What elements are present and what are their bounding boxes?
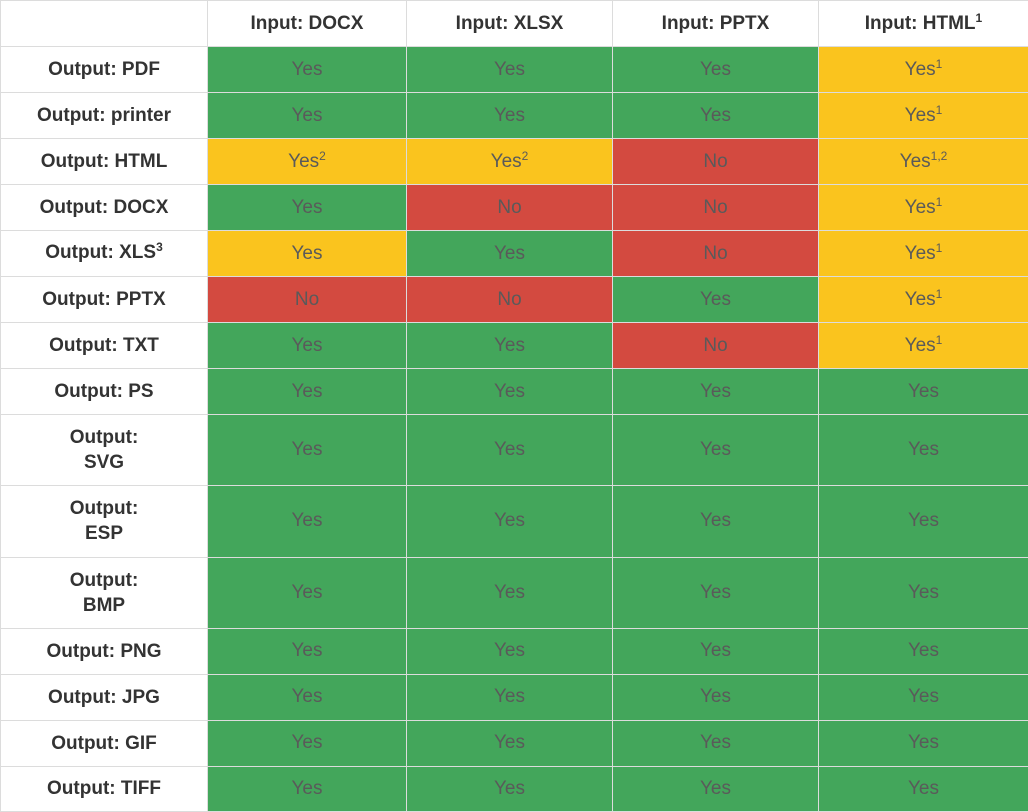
row-header-gif: Output: GIF	[0, 719, 208, 767]
column-header-xlsx: Input: XLSX	[406, 0, 613, 47]
cell-tiff-xlsx: Yes	[406, 765, 613, 812]
row-header-html: Output: HTML	[0, 138, 208, 186]
cell-xls-html: Yes1	[818, 230, 1028, 278]
cell-jpg-pptx: Yes	[612, 673, 819, 721]
cell-esp-html: Yes	[818, 485, 1028, 558]
table-row: Output: JPG Yes Yes Yes Yes	[0, 673, 1028, 721]
cell-png-docx: Yes	[207, 627, 407, 675]
cell-esp-pptx: Yes	[612, 485, 819, 558]
row-header-esp: Output: ESP	[0, 485, 208, 558]
corner-cell	[0, 0, 208, 47]
table-row: Output: TIFF Yes Yes Yes Yes	[0, 765, 1028, 812]
cell-bmp-xlsx: Yes	[406, 556, 613, 629]
cell-esp-docx: Yes	[207, 485, 407, 558]
row-header-docx: Output: DOCX	[0, 184, 208, 232]
header-row: Input: DOCX Input: XLSX Input: PPTX Inpu…	[0, 0, 1028, 47]
cell-txt-html: Yes1	[818, 322, 1028, 370]
row-header-svg: Output: SVG	[0, 414, 208, 487]
cell-pdf-pptx: Yes	[612, 45, 819, 94]
cell-html-xlsx: Yes2	[406, 138, 613, 186]
row-header-tiff: Output: TIFF	[0, 765, 208, 812]
cell-png-xlsx: Yes	[406, 627, 613, 675]
row-header-txt: Output: TXT	[0, 322, 208, 370]
cell-pptx-pptx: Yes	[612, 276, 819, 324]
row-header-ps: Output: PS	[0, 368, 208, 416]
cell-txt-pptx: No	[612, 322, 819, 370]
cell-bmp-pptx: Yes	[612, 556, 819, 629]
cell-pdf-docx: Yes	[207, 45, 407, 94]
row-header-pdf: Output: PDF	[0, 45, 208, 94]
cell-pdf-xlsx: Yes	[406, 45, 613, 94]
row-header-xls: Output: XLS3	[0, 230, 208, 278]
table-row: Output: HTML Yes2 Yes2 No Yes1,2	[0, 138, 1028, 186]
cell-ps-xlsx: Yes	[406, 368, 613, 416]
row-header-printer: Output: printer	[0, 92, 208, 140]
table-row: Output: SVG Yes Yes Yes Yes	[0, 414, 1028, 487]
cell-svg-docx: Yes	[207, 414, 407, 487]
cell-ps-pptx: Yes	[612, 368, 819, 416]
table-row: Output: PPTX No No Yes Yes1	[0, 276, 1028, 324]
cell-txt-xlsx: Yes	[406, 322, 613, 370]
column-header-html: Input: HTML1	[818, 0, 1028, 47]
cell-docx-pptx: No	[612, 184, 819, 232]
table-row: Output: XLS3 Yes Yes No Yes1	[0, 230, 1028, 278]
row-header-pptx: Output: PPTX	[0, 276, 208, 324]
cell-printer-pptx: Yes	[612, 92, 819, 140]
cell-tiff-docx: Yes	[207, 765, 407, 812]
cell-docx-xlsx: No	[406, 184, 613, 232]
cell-xls-docx: Yes	[207, 230, 407, 278]
cell-png-html: Yes	[818, 627, 1028, 675]
cell-svg-xlsx: Yes	[406, 414, 613, 487]
cell-html-docx: Yes2	[207, 138, 407, 186]
table-row: Output: printer Yes Yes Yes Yes1	[0, 92, 1028, 140]
cell-txt-docx: Yes	[207, 322, 407, 370]
cell-html-html: Yes1,2	[818, 138, 1028, 186]
cell-svg-html: Yes	[818, 414, 1028, 487]
cell-pdf-html: Yes1	[818, 45, 1028, 94]
cell-html-pptx: No	[612, 138, 819, 186]
table-row: Output: PDF Yes Yes Yes Yes1	[0, 45, 1028, 94]
cell-tiff-pptx: Yes	[612, 765, 819, 812]
column-header-docx: Input: DOCX	[207, 0, 407, 47]
cell-bmp-docx: Yes	[207, 556, 407, 629]
cell-docx-html: Yes1	[818, 184, 1028, 232]
cell-svg-pptx: Yes	[612, 414, 819, 487]
cell-gif-docx: Yes	[207, 719, 407, 767]
cell-printer-xlsx: Yes	[406, 92, 613, 140]
cell-png-pptx: Yes	[612, 627, 819, 675]
cell-ps-docx: Yes	[207, 368, 407, 416]
cell-pptx-html: Yes1	[818, 276, 1028, 324]
table-row: Output: PNG Yes Yes Yes Yes	[0, 627, 1028, 675]
cell-jpg-docx: Yes	[207, 673, 407, 721]
cell-printer-html: Yes1	[818, 92, 1028, 140]
cell-bmp-html: Yes	[818, 556, 1028, 629]
column-header-pptx: Input: PPTX	[612, 0, 819, 47]
cell-gif-pptx: Yes	[612, 719, 819, 767]
cell-jpg-html: Yes	[818, 673, 1028, 721]
cell-xls-pptx: No	[612, 230, 819, 278]
cell-esp-xlsx: Yes	[406, 485, 613, 558]
cell-pptx-xlsx: No	[406, 276, 613, 324]
table-row: Output: BMP Yes Yes Yes Yes	[0, 556, 1028, 629]
cell-pptx-docx: No	[207, 276, 407, 324]
cell-printer-docx: Yes	[207, 92, 407, 140]
table-row: Output: ESP Yes Yes Yes Yes	[0, 485, 1028, 558]
cell-tiff-html: Yes	[818, 765, 1028, 812]
cell-jpg-xlsx: Yes	[406, 673, 613, 721]
row-header-png: Output: PNG	[0, 627, 208, 675]
table-row: Output: GIF Yes Yes Yes Yes	[0, 719, 1028, 767]
row-header-bmp: Output: BMP	[0, 556, 208, 629]
cell-xls-xlsx: Yes	[406, 230, 613, 278]
table-row: Output: PS Yes Yes Yes Yes	[0, 368, 1028, 416]
row-header-jpg: Output: JPG	[0, 673, 208, 721]
table-row: Output: TXT Yes Yes No Yes1	[0, 322, 1028, 370]
cell-gif-html: Yes	[818, 719, 1028, 767]
table-row: Output: DOCX Yes No No Yes1	[0, 184, 1028, 232]
cell-gif-xlsx: Yes	[406, 719, 613, 767]
cell-docx-docx: Yes	[207, 184, 407, 232]
cell-ps-html: Yes	[818, 368, 1028, 416]
